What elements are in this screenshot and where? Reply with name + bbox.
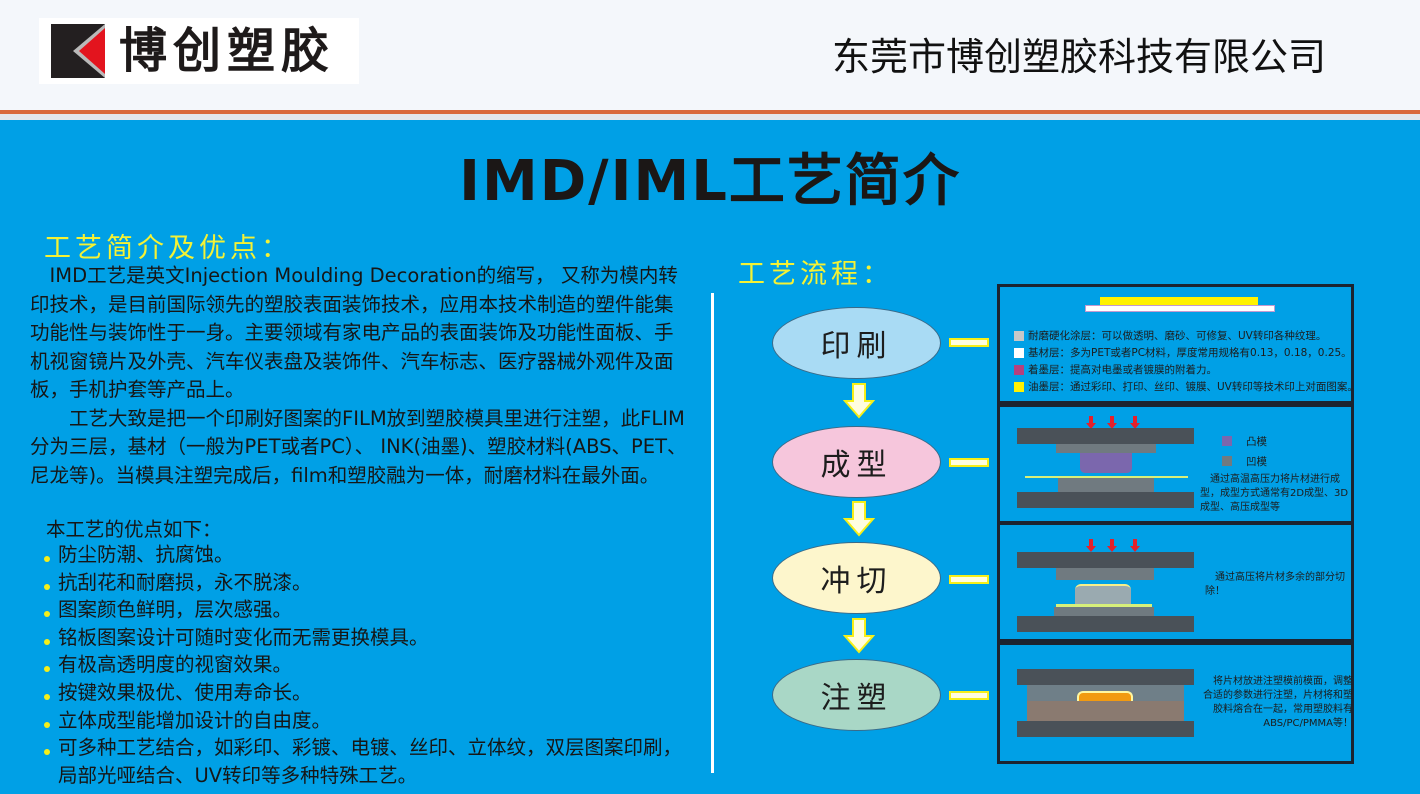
step-cutting: 冲切: [772, 542, 941, 614]
swatch-icon: [1014, 364, 1024, 375]
bullet-icon: [44, 721, 50, 728]
intro-paragraph-2: 工艺大致是把一个印刷好图案的FILM放到塑胶模具里进行注塑，此FLIM分为三层，…: [30, 406, 687, 487]
punch-mold: [1080, 453, 1132, 473]
benefit-item: 抗刮花和耐磨损，永不脱漆。: [44, 569, 694, 597]
benefit-item: 防尘防潮、抗腐蚀。: [44, 541, 694, 569]
step-print: 印刷: [772, 307, 941, 379]
step-connector: [949, 458, 989, 467]
bullet-icon: [44, 693, 50, 700]
swatch-icon: [1014, 381, 1024, 392]
legend-item: 着墨层：提高对电墨或者镀膜的附着力。: [1014, 361, 1358, 378]
down-arrow-icon: [843, 501, 875, 537]
upper-cutter: [1056, 568, 1154, 580]
lower-plate: [1017, 616, 1194, 632]
step-connector: [949, 338, 989, 347]
step-forming: 成型: [772, 426, 941, 498]
film-insert: [1077, 691, 1133, 701]
lower-die: [1054, 607, 1154, 616]
benefits-heading: 本工艺的优点如下：: [46, 518, 222, 541]
cutting-panel: 通过高压将片材多余的部分切除！: [997, 522, 1354, 642]
cutting-description: 通过高压将片材多余的部分切除！: [1205, 572, 1345, 597]
molding-description: 将片材放进注塑模前模面，调整合适的参数进行注塑，片材将和塑胶料熔合在一起，常用塑…: [1203, 676, 1353, 729]
column-divider: [711, 293, 714, 773]
intro-text: IMD工艺是英文Injection Moulding Decoration的缩写…: [30, 262, 690, 490]
benefit-item: 图案颜色鲜明，层次感强。: [44, 596, 694, 624]
plastic-material: [1027, 701, 1184, 721]
benefit-item: 有极高透明度的视窗效果。: [44, 651, 694, 679]
legend-item: 凹模: [1222, 451, 1267, 471]
header-divider: [0, 114, 1420, 120]
benefits-list: 防尘防潮、抗腐蚀。 抗刮花和耐磨损，永不脱漆。 图案颜色鲜明，层次感强。 铭板图…: [44, 541, 694, 789]
press-arrow-icon: [1086, 416, 1096, 429]
company-name: 东莞市博创塑胶科技有限公司: [832, 35, 1327, 79]
logo-k-icon: [51, 24, 105, 78]
lower-mold: [1058, 478, 1154, 492]
upper-plate: [1017, 669, 1194, 685]
upper-mold: [1056, 444, 1156, 453]
benefit-item: 铭板图案设计可随时变化而无需更换模具。: [44, 624, 694, 652]
molding-panel: 将片材放进注塑模前模面，调整合适的参数进行注塑，片材将和塑胶料熔合在一起，常用塑…: [997, 642, 1354, 764]
header-accent-line: [0, 110, 1420, 114]
logo-text: 博创塑胶: [119, 23, 336, 79]
swatch-icon: [1222, 456, 1232, 466]
legend-item: 凸模: [1222, 431, 1267, 451]
press-arrow-icon: [1086, 539, 1096, 552]
legend-item: 耐磨硬化涂层：可以做透明、磨砂、可修复、UV转印各种纹理。: [1014, 327, 1358, 344]
film-trim: [1056, 604, 1152, 607]
press-arrow-icon: [1107, 539, 1117, 552]
legend-item: 油墨层：通过彩印、打印、丝印、镀膜、UV转印等技术印上对面图案。: [1014, 378, 1358, 395]
intro-paragraph-1: IMD工艺是英文Injection Moulding Decoration的缩写…: [30, 264, 678, 401]
bullet-icon: [44, 611, 50, 618]
ink-layer-graphic: [1100, 297, 1258, 305]
press-arrow-icon: [1130, 416, 1140, 429]
process-section-title: 工艺流程：: [738, 259, 893, 290]
upper-plate: [1017, 428, 1194, 444]
bullet-icon: [44, 583, 50, 590]
substrate-layer-graphic: [1085, 305, 1275, 312]
benefit-item: 可多种工艺结合，如彩印、彩镀、电镀、丝印、立体纹，双层图案印刷，局部光哑结合、U…: [44, 734, 694, 789]
benefit-item: 立体成型能增加设计的自由度。: [44, 707, 694, 735]
legend-item: 基材层：多为PET或者PC材料，厚度常用规格有0.13，0.18，0.25。: [1014, 344, 1358, 361]
print-panel: 耐磨硬化涂层：可以做透明、磨砂、可修复、UV转印各种纹理。 基材层：多为PET或…: [997, 284, 1358, 404]
upper-plate: [1017, 552, 1194, 568]
press-arrow-icon: [1130, 539, 1140, 552]
mold-legend: 凸模 凹模: [1222, 431, 1267, 471]
lower-plate: [1017, 721, 1194, 737]
down-arrow-icon: [843, 383, 875, 419]
swatch-icon: [1014, 330, 1024, 341]
layer-legend: 耐磨硬化涂层：可以做透明、磨砂、可修复、UV转印各种纹理。 基材层：多为PET或…: [1014, 327, 1358, 395]
header-bar: 博创塑胶 东莞市博创塑胶科技有限公司: [0, 0, 1420, 112]
lower-plate: [1017, 492, 1194, 508]
press-arrow-icon: [1107, 416, 1117, 429]
bullet-icon: [44, 638, 50, 645]
company-logo: 博创塑胶: [39, 18, 359, 84]
step-molding: 注塑: [772, 659, 941, 731]
step-connector: [949, 575, 989, 584]
film-sheet: [1025, 476, 1188, 478]
benefit-item: 按键效果极优、使用寿命长。: [44, 679, 694, 707]
down-arrow-icon: [843, 618, 875, 654]
bullet-icon: [44, 556, 50, 562]
swatch-icon: [1222, 436, 1232, 446]
swatch-icon: [1014, 347, 1024, 358]
page-title: IMD/IML工艺简介: [459, 149, 961, 214]
intro-section-title: 工艺简介及优点：: [44, 233, 292, 264]
forming-panel: 凸模 凹模 通过高温高压力将片材进行成型，成型方式通常有2D成型、3D成型、高压…: [997, 404, 1354, 524]
forming-description: 通过高温高压力将片材进行成型，成型方式通常有2D成型、3D成型、高压成型等: [1200, 474, 1349, 513]
bullet-icon: [44, 666, 50, 673]
bullet-icon: [44, 749, 50, 756]
step-connector: [949, 691, 989, 700]
